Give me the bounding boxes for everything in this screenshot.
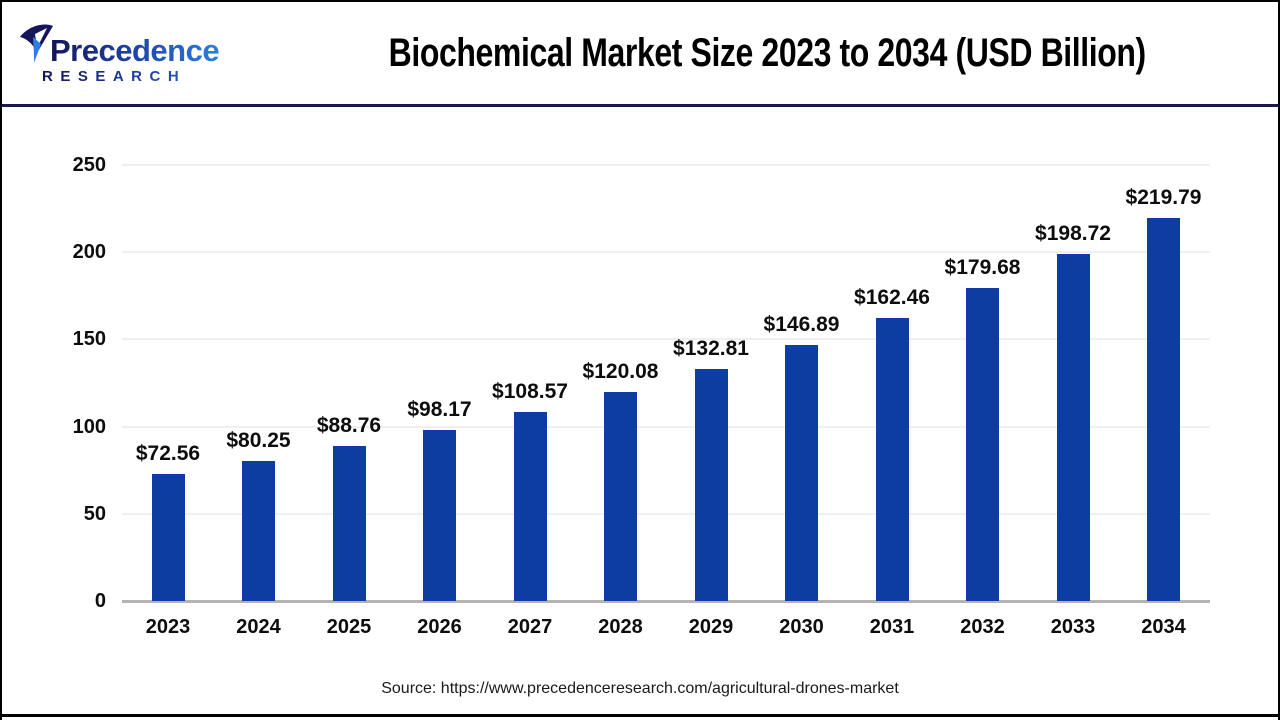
bar-value-label: $88.76	[316, 414, 382, 437]
bar-value-label: $98.17	[407, 398, 472, 421]
x-axis-tick-label: 2030	[779, 616, 824, 638]
bar-2027	[513, 412, 547, 601]
y-axis-tick-label: 50	[83, 502, 106, 525]
x-axis-tick-label: 2033	[1050, 616, 1096, 638]
bar-2034	[1147, 218, 1180, 601]
y-axis-tick-label: 100	[72, 415, 106, 438]
x-axis-line	[122, 600, 1210, 603]
bar-value-label: $108.57	[492, 380, 568, 403]
source-line: Source: https://www.precedenceresearch.c…	[381, 680, 899, 697]
logo-row: Precedence	[16, 23, 256, 66]
x-axis-tick-label: 2023	[145, 616, 191, 638]
bar-2028	[604, 392, 637, 601]
bar-value-label: $72.56	[135, 442, 201, 465]
bar-value-label: $162.46	[854, 286, 930, 309]
x-axis-tick-label: 2025	[326, 616, 372, 638]
bar-2032	[966, 288, 999, 601]
x-axis-tick-label: 2032	[960, 616, 1005, 638]
x-axis-tick-label: 2031	[869, 616, 915, 638]
y-axis-tick-label: 150	[72, 328, 106, 351]
bar-value-label: $179.68	[944, 256, 1021, 279]
bar-2025	[332, 446, 366, 601]
bottom-rule	[2, 714, 1278, 717]
logo-subtext: RESEARCH	[42, 69, 256, 84]
bar-value-label: $219.79	[1125, 186, 1202, 209]
header: Precedence RESEARCH Biochemical Market S…	[2, 2, 1278, 107]
bar-2026	[423, 430, 456, 601]
gridline-200	[122, 251, 1210, 254]
gridline-100	[122, 425, 1210, 428]
bar-value-label: $80.25	[226, 429, 291, 452]
bar-value-label: $198.72	[1035, 222, 1111, 245]
x-axis-tick-label: 2027	[507, 616, 553, 638]
gridline-250	[122, 164, 1210, 166]
y-axis-tick-label: 250	[72, 154, 106, 176]
x-axis-tick-label: 2024	[236, 616, 281, 638]
bar-value-label: $132.81	[673, 337, 749, 360]
bar-value-label: $120.08	[582, 360, 659, 383]
bar-2033	[1056, 254, 1090, 601]
bar-2024	[242, 461, 275, 601]
bar-2029	[694, 369, 728, 601]
y-axis-tick-label: 200	[72, 241, 106, 264]
x-axis-tick-label: 2028	[598, 616, 643, 638]
x-axis-tick-label: 2026	[417, 616, 462, 638]
precedence-logo-icon	[20, 23, 53, 63]
gridline-150	[122, 338, 1210, 341]
bar-2030	[785, 345, 818, 601]
x-axis-tick-label: 2029	[688, 616, 734, 638]
title-wrap: Biochemical Market Size 2023 to 2034 (US…	[256, 31, 1278, 76]
x-axis-tick-label: 2034	[1141, 616, 1186, 638]
gridline-50	[122, 512, 1210, 515]
y-axis-tick-label: 0	[94, 590, 106, 612]
logo-wordmark: Precedence	[50, 23, 220, 66]
bar-value-label: $146.89	[763, 313, 840, 336]
bar-2023	[151, 474, 185, 601]
bar-2031	[875, 318, 909, 601]
precedence-research-logo: Precedence RESEARCH	[2, 23, 256, 84]
page-title: Biochemical Market Size 2023 to 2034 (US…	[388, 30, 1146, 75]
